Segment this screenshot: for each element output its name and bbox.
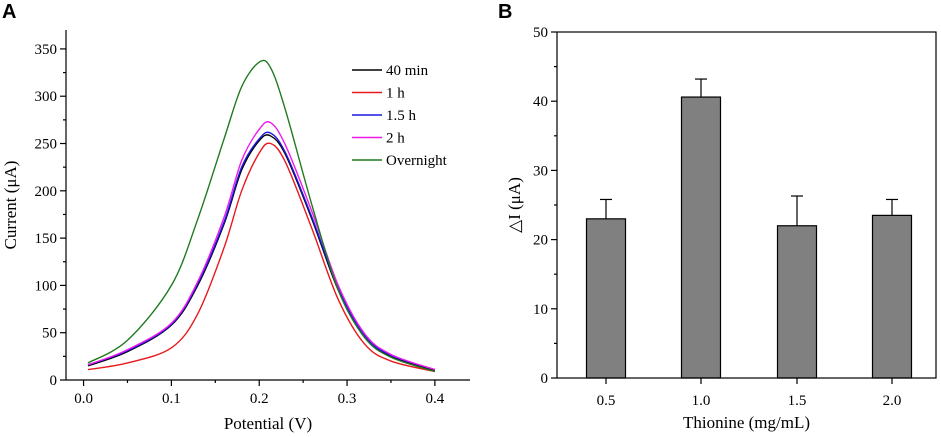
- series-line-2: [87, 131, 436, 371]
- series-line-1: [87, 142, 436, 373]
- bar-3: [871, 214, 913, 379]
- bar-0: [585, 218, 627, 379]
- a-y-tick-label: 0: [50, 373, 58, 389]
- b-y-tick-label: 50: [533, 25, 548, 41]
- panel-a-label: A: [2, 1, 16, 23]
- panel-a-axes: 0 50 100 150 200 250 300 350 0.0 0.1 0.2 0.3 0.4: [35, 30, 470, 407]
- b-x-tick-label: 0.5: [597, 393, 616, 409]
- a-y-tick-label: 350: [35, 42, 58, 58]
- series-line-0: [87, 134, 436, 372]
- a-x-tick-label: 0.2: [250, 391, 269, 407]
- panel-b-bars: [585, 78, 913, 379]
- b-y-tick-label: 20: [533, 233, 548, 249]
- a-x-tick-label: 0.4: [425, 391, 444, 407]
- series-line-4: [87, 59, 436, 373]
- b-x-tick-label: 1.0: [692, 393, 711, 409]
- a-y-tick-label: 250: [35, 137, 58, 153]
- panel-b-label: B: [498, 1, 512, 23]
- legend-label-2: 1.5 h: [386, 108, 417, 124]
- panel-b: B 0 10 20 30 40 50 0.5 1.0 1.5 2.0 Thionine (mg/m…: [498, 1, 937, 432]
- a-y-tick-label: 150: [35, 231, 58, 247]
- panel-a-series: [87, 59, 436, 373]
- legend-label-1: 1 h: [386, 86, 405, 102]
- b-y-tick-label: 40: [533, 94, 548, 110]
- a-x-tick-label: 0.3: [338, 391, 357, 407]
- a-y-tick-label: 50: [42, 326, 57, 342]
- legend-label-0: 40 min: [386, 63, 429, 79]
- panel-a: A 0 50 100 150 200 250 300 350 0.0 0.1 0.2 0.3 0.4 4…: [1, 1, 470, 433]
- legend-label-4: Overnight: [386, 153, 448, 169]
- bar-2: [776, 225, 818, 379]
- b-y-tick-label: 0: [541, 371, 549, 387]
- panel-b-y-axis-title: △I (μA): [505, 177, 524, 233]
- panel-b-axes: 0 10 20 30 40 50 0.5 1.0 1.5 2.0: [533, 25, 937, 409]
- a-y-tick-label: 300: [35, 89, 58, 105]
- b-y-tick-label: 30: [533, 163, 548, 179]
- legend-label-3: 2 h: [386, 131, 405, 147]
- a-y-tick-label: 100: [35, 278, 58, 294]
- a-y-tick-label: 200: [35, 184, 58, 200]
- panel-a-x-axis-title: Potential (V): [224, 414, 312, 433]
- a-x-tick-label: 0.0: [74, 391, 93, 407]
- b-y-tick-label: 10: [533, 302, 548, 318]
- bar-1: [680, 96, 722, 379]
- panel-a-y-axis-title: Current (μA): [1, 161, 20, 250]
- panel-a-legend: 40 min 1 h 1.5 h 2 h Overnight: [352, 63, 448, 169]
- b-x-tick-label: 1.5: [788, 393, 807, 409]
- series-line-3: [87, 121, 436, 371]
- panel-b-x-axis-title: Thionine (mg/mL): [683, 413, 810, 432]
- a-x-tick-label: 0.1: [162, 391, 181, 407]
- b-x-tick-label: 2.0: [883, 393, 902, 409]
